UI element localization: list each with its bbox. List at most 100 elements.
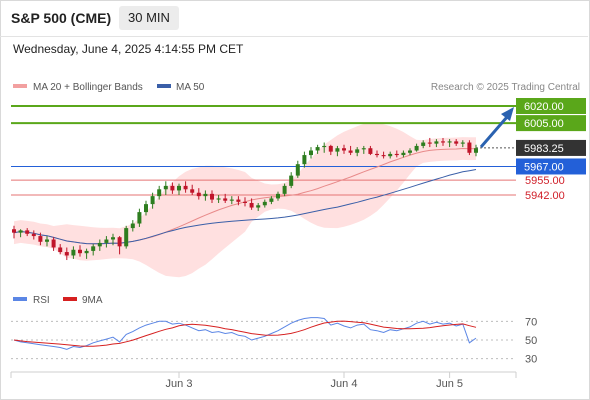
candle <box>381 151 386 159</box>
candle <box>229 196 234 205</box>
candle-body <box>441 141 445 143</box>
candle <box>315 144 320 154</box>
rsi-pane: 70 50 30 <box>11 316 537 366</box>
candle-body <box>276 193 280 199</box>
candle <box>289 172 294 189</box>
candle <box>276 191 280 201</box>
level-tag-6005.00 <box>516 115 586 132</box>
candle <box>408 148 412 156</box>
candle-body <box>137 212 142 224</box>
candle-body <box>203 193 208 197</box>
candle <box>361 145 366 154</box>
candle <box>421 140 426 149</box>
candle-body <box>25 230 30 234</box>
candle-body <box>71 249 76 256</box>
candle-body <box>210 193 214 200</box>
candle <box>348 145 353 156</box>
candle-body <box>91 246 96 251</box>
candle-body <box>269 198 274 202</box>
candle <box>64 247 69 261</box>
candle-body <box>12 229 16 233</box>
candle-body <box>190 189 195 193</box>
candle-body <box>18 230 23 233</box>
candle-body <box>289 175 294 186</box>
candle-body <box>243 201 247 203</box>
level-label-5942.00: 5942.00 <box>525 190 565 202</box>
candle-body <box>262 201 267 206</box>
candle-body <box>249 202 254 208</box>
candle-body <box>315 147 320 151</box>
candle-body <box>328 145 333 152</box>
candle-body <box>84 250 89 254</box>
candle-body <box>144 204 148 213</box>
candles <box>12 137 478 261</box>
candle-body <box>414 145 419 151</box>
candle <box>295 160 300 178</box>
candle <box>31 230 36 240</box>
candle <box>467 140 472 156</box>
candle-body <box>51 239 56 248</box>
candle <box>91 244 96 256</box>
candle <box>51 237 56 251</box>
candle-body <box>335 148 340 152</box>
level-labels: 6020.00 6005.00 5967.00 5955.00 5942.00 5983.… <box>516 98 586 202</box>
candle-body <box>157 189 162 197</box>
candle <box>441 137 445 146</box>
candle-body <box>45 239 49 242</box>
candle <box>78 245 82 257</box>
candle <box>243 197 247 207</box>
candle <box>447 139 452 148</box>
timeframe-button[interactable]: 30 MIN <box>119 6 179 30</box>
candle-body <box>460 142 465 144</box>
candle-body <box>348 150 353 153</box>
candle-body <box>454 141 459 144</box>
ma50-legend-label: MA 50 <box>176 82 205 93</box>
candle-body <box>427 142 432 144</box>
level-label-6005.00: 6005.00 <box>524 118 564 130</box>
candle-body <box>58 247 63 253</box>
candle <box>97 239 102 251</box>
candle <box>84 248 89 259</box>
rsi-tick-50: 50 <box>525 335 537 347</box>
candle <box>144 200 148 216</box>
candle-body <box>388 153 393 157</box>
candle <box>328 144 333 156</box>
candle-body <box>368 148 373 154</box>
candle <box>25 228 30 237</box>
rsi-ma-legend-swatch <box>63 297 77 301</box>
ma50-legend-swatch <box>157 84 171 88</box>
candle-body <box>401 152 406 156</box>
timestamp: Wednesday, June 4, 2025 4:14:55 PM CET <box>13 42 244 56</box>
candle-body <box>342 148 346 151</box>
candle-body <box>38 236 43 242</box>
ma50-line <box>13 169 477 245</box>
rsi-line <box>13 317 477 350</box>
candle <box>183 181 188 193</box>
candle <box>170 182 175 194</box>
candle-body <box>309 150 313 156</box>
candle-body <box>130 223 135 229</box>
candle <box>137 208 142 227</box>
x-axis: Jun 3 Jun 4 Jun 5 <box>166 372 463 390</box>
rsi-legend-label: RSI <box>33 295 50 306</box>
x-tick-label: Jun 4 <box>331 378 358 390</box>
credit-text: Research © 2025 Trading Central <box>431 82 580 93</box>
bollinger-legend-label: MA 20 + Bollinger Bands <box>33 82 143 93</box>
candle <box>223 193 228 203</box>
chart-header: S&P 500 (CME) 30 MIN <box>0 0 588 37</box>
candle-body <box>97 242 102 247</box>
candle-body <box>64 252 69 256</box>
candle-body <box>467 142 472 153</box>
candle-body <box>474 148 478 153</box>
candle-body <box>361 148 366 150</box>
candle-body <box>111 237 115 240</box>
candle <box>45 236 49 247</box>
candle <box>394 150 399 158</box>
candle-body <box>223 198 228 201</box>
bollinger-legend-swatch <box>13 84 27 88</box>
candle-body <box>183 185 188 190</box>
candle <box>210 190 214 203</box>
candle <box>196 188 201 200</box>
candle <box>190 184 195 195</box>
candle <box>236 196 241 206</box>
